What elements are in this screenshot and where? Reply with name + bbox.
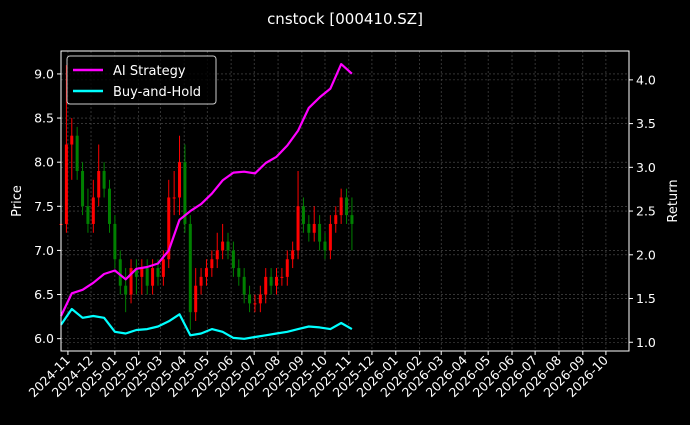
candle-body xyxy=(102,171,106,189)
series-lines xyxy=(60,62,353,340)
legend-label-bh: Buy-and-Hold xyxy=(113,85,201,100)
right-axis: 1.0 1.5 2.0 2.5 3.0 3.5 4.0 xyxy=(629,72,656,350)
right-tick-label: 2.5 xyxy=(636,204,656,219)
candle-body xyxy=(64,144,68,224)
left-axis: 6.0 6.5 7.0 7.5 8.0 8.5 9.0 xyxy=(34,66,61,346)
legend-box xyxy=(66,55,217,105)
candle-body xyxy=(124,285,128,295)
left-tick-label: 6.0 xyxy=(34,331,54,346)
left-tick-label: 8.0 xyxy=(34,155,54,170)
candles xyxy=(59,65,354,330)
candle-body xyxy=(172,197,176,199)
candle-body xyxy=(70,135,74,145)
plot-frame xyxy=(60,50,630,352)
candle-body xyxy=(318,223,322,242)
chart-title: cnstock [000410.SZ] xyxy=(267,10,423,28)
legend-label-ai: AI Strategy xyxy=(113,64,186,79)
candle-body xyxy=(86,206,90,224)
buy-and-hold-line xyxy=(60,307,353,340)
candle-body xyxy=(151,268,155,286)
candle-body xyxy=(156,268,160,277)
candle-body xyxy=(75,135,79,171)
left-tick-label: 7.0 xyxy=(34,243,54,258)
candle-body xyxy=(107,188,111,224)
left-tick-label: 9.0 xyxy=(34,66,54,81)
candle-body xyxy=(258,294,262,304)
candle-body xyxy=(140,268,144,277)
candle-body xyxy=(350,215,354,224)
candle-body xyxy=(178,162,182,198)
right-tick-label: 1.5 xyxy=(636,291,656,306)
candle-body xyxy=(167,197,171,260)
candle-body xyxy=(328,223,332,251)
right-tick-label: 2.0 xyxy=(636,247,656,262)
candle-body xyxy=(264,276,268,295)
candle-body xyxy=(237,268,241,277)
candle-body xyxy=(118,259,122,286)
candle-body xyxy=(275,276,279,286)
candle-body xyxy=(312,223,316,233)
candle-body xyxy=(204,268,208,277)
candle-body xyxy=(215,250,219,260)
candle-body xyxy=(183,162,187,224)
candle-body xyxy=(242,276,246,295)
candle-body xyxy=(226,241,230,251)
candle-body xyxy=(301,206,305,224)
candle-body xyxy=(129,268,133,295)
y-left-label: Price xyxy=(10,185,25,217)
y-right-label: Return xyxy=(666,179,681,222)
candle-body xyxy=(296,206,300,251)
ai-strategy-line xyxy=(60,62,353,317)
candle-body xyxy=(291,250,295,260)
candle-body xyxy=(188,223,192,313)
candle-body xyxy=(231,250,235,269)
candle-body xyxy=(194,285,198,313)
legend: AI Strategy Buy-and-Hold xyxy=(66,55,217,105)
candle-body xyxy=(134,268,138,277)
candle-body xyxy=(161,259,165,277)
candle-body xyxy=(280,276,284,278)
right-tick-label: 1.0 xyxy=(636,335,656,350)
candle-body xyxy=(269,276,273,286)
candle-body xyxy=(81,171,85,207)
candle-body xyxy=(323,241,327,251)
left-tick-label: 8.5 xyxy=(34,111,54,126)
candle-body xyxy=(97,171,101,198)
candle-body xyxy=(199,276,203,286)
candle-body xyxy=(221,241,225,251)
candle-body xyxy=(339,197,343,216)
candle-body xyxy=(210,259,214,269)
left-tick-label: 7.5 xyxy=(34,199,54,214)
candle-body xyxy=(91,197,95,224)
candle-body xyxy=(253,303,257,305)
right-tick-label: 4.0 xyxy=(636,72,656,87)
left-tick-label: 6.5 xyxy=(34,287,54,302)
candle-body xyxy=(113,223,117,260)
candle-body xyxy=(285,259,289,277)
right-tick-label: 3.0 xyxy=(636,160,656,175)
candle-body xyxy=(307,223,311,233)
candle-body xyxy=(334,215,338,224)
candle-body xyxy=(248,294,252,304)
right-tick-label: 3.5 xyxy=(636,116,656,131)
candle-body xyxy=(345,197,349,216)
candle-body xyxy=(145,268,149,286)
